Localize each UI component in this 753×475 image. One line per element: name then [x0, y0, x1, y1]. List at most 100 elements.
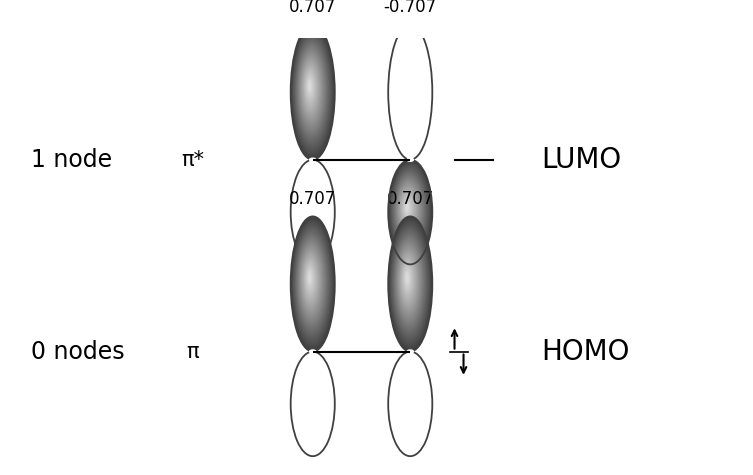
Ellipse shape — [303, 257, 318, 302]
Ellipse shape — [396, 241, 422, 322]
Ellipse shape — [291, 27, 334, 157]
Ellipse shape — [396, 180, 422, 239]
Ellipse shape — [393, 172, 425, 249]
Ellipse shape — [306, 267, 314, 290]
Text: LUMO: LUMO — [541, 146, 622, 174]
Ellipse shape — [398, 183, 419, 236]
Ellipse shape — [293, 225, 331, 342]
Ellipse shape — [296, 43, 327, 137]
Ellipse shape — [293, 31, 332, 152]
Ellipse shape — [389, 220, 431, 347]
Ellipse shape — [295, 39, 329, 142]
Ellipse shape — [393, 233, 425, 332]
Ellipse shape — [403, 198, 412, 218]
Ellipse shape — [396, 243, 422, 319]
Ellipse shape — [303, 65, 318, 110]
Ellipse shape — [399, 251, 418, 309]
Ellipse shape — [297, 239, 325, 324]
Ellipse shape — [396, 179, 422, 241]
Ellipse shape — [308, 273, 311, 282]
Ellipse shape — [394, 235, 425, 329]
Ellipse shape — [399, 186, 418, 232]
Ellipse shape — [291, 352, 335, 456]
Ellipse shape — [294, 37, 330, 145]
Ellipse shape — [296, 41, 328, 140]
Ellipse shape — [291, 160, 335, 265]
Ellipse shape — [308, 81, 311, 90]
Ellipse shape — [392, 169, 427, 253]
Ellipse shape — [403, 265, 412, 292]
Ellipse shape — [392, 230, 426, 334]
Ellipse shape — [293, 222, 332, 344]
Ellipse shape — [307, 269, 312, 287]
Ellipse shape — [399, 253, 417, 307]
Ellipse shape — [401, 191, 416, 226]
Ellipse shape — [404, 267, 411, 290]
Ellipse shape — [309, 349, 317, 354]
Ellipse shape — [399, 188, 417, 230]
Ellipse shape — [293, 33, 331, 150]
Ellipse shape — [305, 263, 316, 294]
Ellipse shape — [389, 217, 432, 352]
Text: 0.707: 0.707 — [386, 190, 434, 208]
Ellipse shape — [300, 245, 323, 317]
Ellipse shape — [294, 228, 330, 337]
Text: 0.707: 0.707 — [289, 190, 337, 208]
Ellipse shape — [295, 230, 329, 334]
Ellipse shape — [307, 271, 312, 285]
Ellipse shape — [389, 160, 432, 265]
Ellipse shape — [402, 261, 413, 297]
Ellipse shape — [404, 200, 410, 215]
Ellipse shape — [296, 235, 327, 329]
Ellipse shape — [406, 204, 409, 210]
Text: 1 node: 1 node — [32, 148, 112, 172]
Ellipse shape — [297, 47, 325, 133]
Ellipse shape — [307, 77, 312, 95]
Ellipse shape — [404, 199, 411, 217]
Ellipse shape — [304, 261, 316, 297]
Ellipse shape — [301, 59, 321, 118]
Ellipse shape — [389, 25, 432, 160]
Ellipse shape — [306, 75, 314, 98]
Ellipse shape — [301, 251, 321, 309]
Ellipse shape — [401, 259, 415, 300]
Ellipse shape — [397, 182, 420, 238]
Ellipse shape — [303, 67, 317, 108]
Ellipse shape — [398, 247, 419, 314]
Ellipse shape — [300, 247, 322, 314]
Ellipse shape — [297, 237, 326, 327]
Ellipse shape — [394, 174, 425, 247]
Ellipse shape — [292, 28, 333, 155]
Ellipse shape — [389, 162, 431, 263]
Ellipse shape — [407, 349, 414, 354]
Ellipse shape — [398, 249, 419, 312]
Ellipse shape — [302, 61, 319, 115]
Ellipse shape — [407, 157, 414, 162]
Ellipse shape — [395, 237, 424, 327]
Ellipse shape — [298, 241, 325, 322]
Ellipse shape — [389, 218, 431, 349]
Text: 0.707: 0.707 — [289, 0, 337, 16]
Ellipse shape — [306, 73, 315, 100]
Ellipse shape — [405, 202, 410, 213]
Ellipse shape — [291, 217, 335, 352]
Ellipse shape — [307, 79, 312, 93]
Ellipse shape — [392, 171, 426, 251]
Ellipse shape — [299, 243, 324, 319]
Ellipse shape — [395, 177, 423, 243]
Ellipse shape — [403, 263, 413, 294]
Ellipse shape — [292, 220, 333, 347]
Ellipse shape — [309, 157, 317, 162]
Ellipse shape — [390, 222, 430, 344]
Ellipse shape — [403, 196, 413, 220]
Text: -0.707: -0.707 — [384, 0, 437, 16]
Ellipse shape — [302, 253, 319, 307]
Ellipse shape — [300, 55, 322, 123]
Ellipse shape — [404, 269, 410, 287]
Ellipse shape — [392, 168, 428, 255]
Text: π: π — [187, 342, 199, 361]
Ellipse shape — [391, 225, 429, 342]
Ellipse shape — [397, 245, 420, 317]
Ellipse shape — [294, 35, 331, 147]
Ellipse shape — [405, 271, 410, 285]
